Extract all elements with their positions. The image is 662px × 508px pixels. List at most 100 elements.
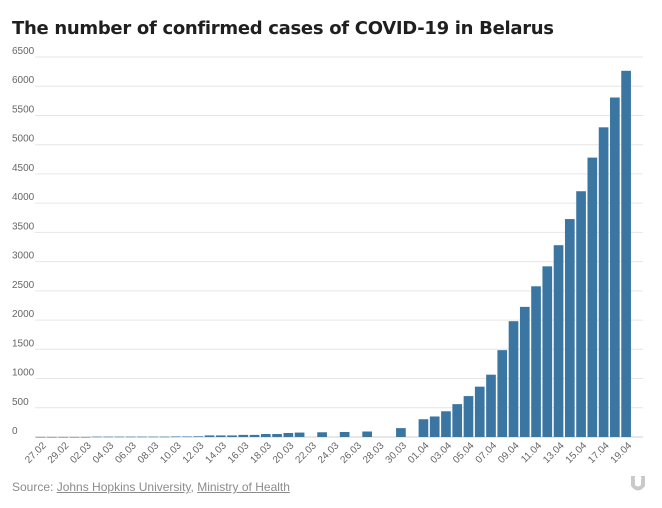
y-tick-label: 2500: [12, 280, 35, 291]
source-footer: Source: Johns Hopkins University, Minist…: [12, 480, 290, 494]
x-tick-label: 14.03: [203, 440, 229, 466]
y-tick-label: 0: [12, 426, 18, 437]
x-tick-label: 01.04: [406, 440, 432, 466]
bar-30.03: [396, 428, 406, 437]
x-tick-label: 04.03: [91, 440, 117, 466]
source-label: Source:: [12, 480, 54, 494]
x-tick-label: 09.04: [496, 440, 522, 466]
y-tick-label: 500: [12, 397, 29, 408]
bar-16.04: [587, 157, 598, 438]
x-tick-label: 16.03: [226, 440, 252, 466]
x-tick-label: 13.04: [541, 440, 567, 466]
bar-08.04: [497, 350, 508, 437]
bar-21.03: [294, 432, 305, 437]
x-tick-label: 05.04: [451, 440, 477, 466]
gridlines: [35, 56, 643, 438]
x-tick-label: 06.03: [113, 440, 139, 466]
bar-19.03: [272, 434, 282, 437]
bar-14.03: [215, 435, 226, 437]
chart-title: The number of confirmed cases of COVID-1…: [12, 18, 554, 39]
bar-13.03: [204, 435, 215, 437]
bar-15.03: [227, 435, 237, 437]
bar-16.03: [238, 434, 249, 437]
y-tick-label: 5000: [12, 134, 35, 145]
bar-chart: 0 500 1000 1500 2000 2500 3000 3500 4000 4500 5000…: [12, 46, 643, 466]
y-tick-label: 3500: [12, 221, 35, 232]
y-tick-label: 3000: [12, 251, 35, 262]
y-tick-label: 6500: [12, 46, 35, 57]
y-tick-label: 1000: [12, 368, 35, 379]
x-axis-labels: 27.0229.0202.0304.0306.0308.0310.0312.03…: [23, 440, 634, 466]
bar-12.03: [193, 436, 204, 437]
x-tick-label: 22.03: [293, 440, 319, 466]
x-tick-label: 11.04: [519, 440, 544, 465]
bar-18.03: [260, 434, 271, 437]
brand-logo-icon: [631, 476, 645, 491]
y-tick-label: 4000: [12, 192, 35, 203]
x-tick-label: 07.04: [474, 440, 500, 466]
bar-07.03: [137, 436, 147, 438]
bar-08.03: [148, 436, 159, 438]
y-tick-label: 4500: [12, 163, 35, 174]
bar-05.03: [114, 436, 125, 438]
x-tick-label: 30.03: [384, 440, 410, 466]
bar-05.04: [463, 396, 474, 437]
x-tick-label: 02.03: [68, 440, 94, 466]
bars: [35, 70, 631, 438]
bar-15.04: [576, 191, 586, 437]
bar-03.03: [92, 436, 102, 438]
bar-12.04: [542, 266, 553, 437]
y-tick-label: 5500: [12, 104, 35, 115]
x-tick-label: 19.04: [609, 440, 635, 466]
bar-07.04: [486, 374, 496, 437]
y-tick-label: 2000: [12, 309, 35, 320]
bar-20.03: [283, 432, 294, 437]
bar-04.04: [452, 404, 463, 437]
bar-17.03: [249, 434, 260, 437]
source-link-jhu[interactable]: Johns Hopkins University: [56, 480, 191, 494]
bar-09.03: [159, 436, 170, 438]
bar-27.02: [35, 436, 46, 438]
x-tick-label: 12.03: [181, 440, 207, 466]
x-tick-label: 03.04: [429, 440, 455, 466]
bar-11.03: [182, 436, 192, 438]
x-tick-label: 28.03: [361, 440, 387, 466]
bar-29.02: [58, 436, 68, 438]
bar-19.04: [621, 70, 631, 438]
x-tick-label: 17.04: [586, 440, 612, 466]
bar-25.03: [339, 431, 350, 437]
source-link-ministry[interactable]: Ministry of Health: [197, 480, 290, 494]
y-axis-labels: 0 500 1000 1500 2000 2500 3000 3500 4000 4500 5000…: [12, 46, 35, 437]
bar-04.03: [103, 436, 114, 438]
y-tick-label: 6000: [12, 75, 35, 86]
bar-18.04: [610, 97, 620, 437]
bar-02.03: [80, 436, 91, 438]
bar-11.04: [531, 286, 541, 437]
bar-01.04: [418, 419, 429, 437]
x-tick-label: 15.04: [564, 440, 590, 466]
x-tick-label: 26.03: [339, 440, 365, 466]
x-tick-label: 18.03: [248, 440, 274, 466]
bar-17.04: [598, 127, 609, 437]
x-tick-label: 27.02: [23, 440, 49, 466]
bar-10.04: [519, 306, 530, 437]
y-tick-label: 1500: [12, 338, 35, 349]
bar-10.03: [170, 436, 181, 438]
bar-02.04: [429, 416, 440, 437]
bar-01.03: [69, 436, 80, 438]
x-tick-label: 24.03: [316, 440, 342, 466]
bar-03.04: [441, 411, 451, 437]
x-tick-label: 20.03: [271, 440, 297, 466]
x-tick-label: 29.02: [46, 440, 72, 466]
bar-27.03: [362, 431, 372, 437]
bar-28.02: [47, 436, 57, 438]
bar-23.03: [317, 432, 327, 437]
source-separator: ,: [190, 480, 194, 494]
x-tick-label: 08.03: [136, 440, 162, 466]
bar-06.03: [125, 436, 136, 438]
bar-14.04: [564, 219, 575, 437]
bar-06.04: [474, 386, 485, 437]
bar-09.04: [508, 321, 519, 437]
bar-13.04: [553, 245, 564, 437]
x-tick-label: 10.03: [158, 440, 184, 466]
